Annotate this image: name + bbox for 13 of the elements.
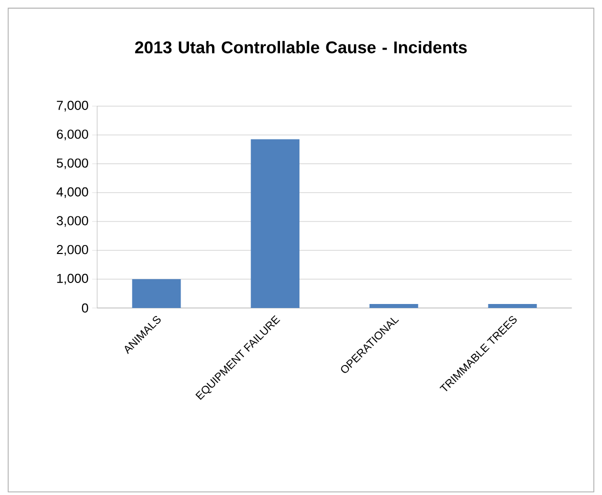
bar <box>132 279 181 308</box>
chart-title: 2013 Utah Controllable Cause - Incidents <box>135 40 467 54</box>
bar <box>488 304 537 308</box>
y-tick-label: 2,000 <box>56 244 88 256</box>
y-tick-label: 0 <box>82 303 88 313</box>
bar <box>369 304 418 308</box>
y-tick-label: 1,000 <box>57 274 88 284</box>
y-tick-label: 6,000 <box>56 130 88 140</box>
y-tick-label: 3,000 <box>56 216 88 227</box>
y-tick-label: 7,000 <box>56 100 88 112</box>
y-tick-label: 5,000 <box>56 158 88 170</box>
y-tick-label: 4,000 <box>56 187 88 198</box>
bar <box>250 139 300 308</box>
